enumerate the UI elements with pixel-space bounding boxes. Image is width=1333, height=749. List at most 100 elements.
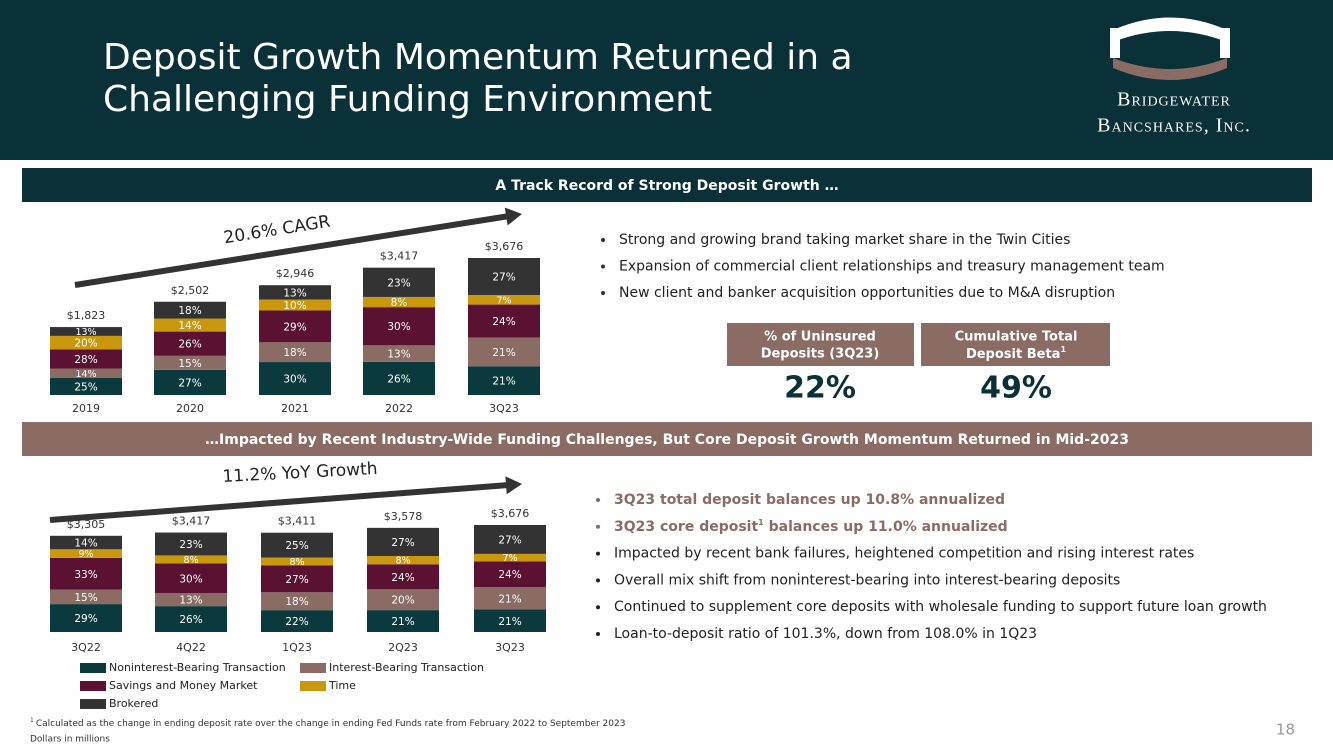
title-line: Challenging Funding Environment xyxy=(103,79,712,120)
bar-stack: 29% 15% 33% 9%14% xyxy=(50,535,122,632)
segment-label: 26% xyxy=(178,339,201,351)
annotation: 11.2% YoY Growth xyxy=(222,459,378,487)
bullet-text-part: balances up 11.0% annualized xyxy=(764,519,1008,535)
annotation: 20.6% CAGR xyxy=(222,212,332,249)
segment-label: 8% xyxy=(391,297,408,309)
segment-label: 13% xyxy=(179,595,202,607)
units-note: Dollars in millions xyxy=(30,735,110,745)
segment-label: 23% xyxy=(387,277,410,289)
bullet-text-part: Overall mix shift from noninterest-beari… xyxy=(614,572,1120,588)
banner-text: A Track Record of Strong Deposit Growth … xyxy=(495,178,838,194)
bullet-dot xyxy=(596,632,600,636)
segment-label: 21% xyxy=(492,376,515,388)
segment-label: 14% xyxy=(178,320,201,332)
segment-label: 8% xyxy=(183,555,198,566)
bar-stack: 22% 18% 27% 8% 25% xyxy=(261,532,333,632)
bar-segment xyxy=(50,378,122,395)
segment-label: 18% xyxy=(178,305,201,317)
x-tick-label: 3Q23 xyxy=(495,641,525,654)
bar-segment xyxy=(50,535,122,550)
total-label: $3,578 xyxy=(384,510,423,523)
logo: Bridgewater Bancshares, Inc. xyxy=(1097,17,1250,137)
header-bar xyxy=(0,0,1333,160)
legend-label: Noninterest-Bearing Transaction xyxy=(109,661,286,674)
total-label: $3,305 xyxy=(67,518,106,531)
stat-label-part: Deposit Beta xyxy=(966,347,1061,362)
bar-stack: 26% 13% 30% 8% 23% xyxy=(155,532,227,632)
bullet-text: New client and banker acquisition opport… xyxy=(619,285,1115,301)
bar-segment xyxy=(468,304,540,338)
x-tick-label: 2020 xyxy=(176,402,204,415)
bullet-dot xyxy=(596,578,600,583)
segment-label: 21% xyxy=(498,593,521,605)
page-number: 18 xyxy=(1276,721,1295,739)
legend-label: Brokered xyxy=(109,697,158,710)
total-label: $3,411 xyxy=(278,515,317,528)
legend-swatch xyxy=(80,663,106,673)
segment-label: 27% xyxy=(178,377,201,389)
legend-label: Savings and Money Market xyxy=(109,679,258,692)
superscript: 1 xyxy=(1060,345,1066,354)
bar-segment xyxy=(155,563,227,594)
segment-label: 26% xyxy=(387,373,410,385)
bar-segment xyxy=(259,362,331,395)
bullet-text-part: 3Q23 core deposit xyxy=(614,519,758,535)
segment-label: 18% xyxy=(283,347,306,359)
bar-segment xyxy=(50,368,122,379)
segment-label: 9% xyxy=(78,549,93,560)
legend-label: Interest-Bearing Transaction xyxy=(329,661,484,674)
bar-stack: 21% 21% 24% 7% 27% xyxy=(474,525,546,632)
bar-segment xyxy=(261,565,333,593)
bar-segment xyxy=(474,609,546,632)
segment-label: 20% xyxy=(74,338,97,350)
stat-label: Deposit Beta1 xyxy=(966,345,1067,362)
segment-label: 7% xyxy=(502,553,517,564)
bullet-dot xyxy=(596,498,600,502)
bar-segment xyxy=(474,587,546,610)
bar-stack: 25% 14% 28% 20%13% xyxy=(50,327,122,395)
segment-label: 24% xyxy=(492,316,515,328)
bar-segment xyxy=(261,592,333,611)
bar-segment xyxy=(367,527,439,556)
bullet-list: 3Q23 total deposit balances up 10.8% ann… xyxy=(596,492,1267,642)
stat-value: 49% xyxy=(980,371,1052,406)
total-label: $3,417 xyxy=(172,515,211,528)
bar-segment xyxy=(261,557,333,566)
bullet-text-part: Continued to supplement core deposits wi… xyxy=(614,599,1267,615)
bullet-list: Strong and growing brand taking market s… xyxy=(601,232,1165,301)
bar-segment xyxy=(363,345,435,362)
stat-label: Deposits (3Q23) xyxy=(761,347,880,362)
banner-text: …Impacted by Recent Industry-Wide Fundin… xyxy=(205,432,1129,448)
segment-label: 14% xyxy=(75,369,96,380)
charts: 20.6% CAGR25%14%28%20%13%$1,823201927%15… xyxy=(49,207,546,710)
arrow-head xyxy=(504,207,522,226)
bullet-text: Strong and growing brand taking market s… xyxy=(619,232,1070,248)
bullet-text: Continued to supplement core deposits wi… xyxy=(614,599,1267,615)
segment-label: 27% xyxy=(391,537,414,549)
segment-label: 27% xyxy=(285,574,308,586)
segment-label: 18% xyxy=(285,596,308,608)
total-label: $3,676 xyxy=(491,507,530,520)
bar-segment xyxy=(155,593,227,607)
logo-arch xyxy=(1113,17,1227,42)
total-label: $3,676 xyxy=(485,240,524,253)
segment-label: 21% xyxy=(391,616,414,628)
arrow-head xyxy=(505,476,522,495)
stat-value: 22% xyxy=(784,371,856,406)
bar-stack: 21% 20% 24% 8% 27% xyxy=(367,527,439,632)
legend-swatch xyxy=(300,663,326,673)
stat-label: Cumulative Total xyxy=(955,330,1078,345)
segment-label: 13% xyxy=(75,327,96,338)
bar-segment xyxy=(259,342,331,363)
x-tick-label: 1Q23 xyxy=(282,641,312,654)
bar-segment xyxy=(363,267,435,297)
bar-segment xyxy=(367,589,439,611)
segment-label: 24% xyxy=(498,569,521,581)
bar-segment xyxy=(155,555,227,564)
stat-box xyxy=(727,323,914,366)
x-tick-label: 2019 xyxy=(72,402,100,415)
segment-label: 13% xyxy=(387,349,410,361)
bullet-dot xyxy=(596,551,600,556)
segment-label: 27% xyxy=(492,271,515,283)
